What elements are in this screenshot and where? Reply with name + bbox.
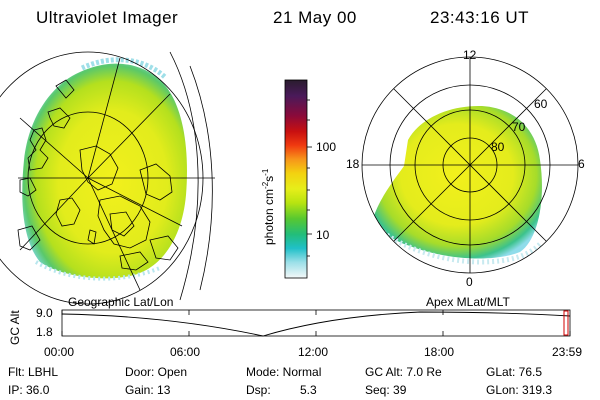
glat-info: GLat: 76.5 [486, 365, 543, 379]
altitude-xtick-1200: 12:00 [298, 345, 329, 359]
geo-grid [0, 51, 215, 305]
instrument-title: Ultraviolet Imager [36, 8, 179, 27]
colorbar-ticks [307, 99, 312, 257]
colorbar-tick-100: 100 [316, 140, 337, 154]
image-date: 21 May 00 [273, 8, 357, 27]
mlat-label-70: 70 [512, 120, 526, 134]
altitude-x-ticks [61, 310, 571, 336]
altitude-plot [61, 309, 571, 337]
altitude-ytick-max: 9.0 [36, 306, 53, 320]
geographic-image-panel [0, 51, 215, 305]
mlat-label-80: 80 [491, 140, 505, 154]
altitude-ylabel: GC Alt [8, 310, 22, 345]
left-image-fringe [80, 57, 168, 80]
apex-caption: Apex MLat/MLT [426, 295, 510, 309]
gc-alt-info: GC Alt: 7.0 Re [365, 365, 442, 379]
mode-info: Mode: Normal [246, 365, 322, 379]
dsp-label: Dsp: [246, 383, 271, 397]
colorbar-tick-10: 10 [316, 228, 330, 242]
colorbar-scale [284, 79, 308, 279]
altitude-ytick-min: 1.8 [36, 325, 53, 339]
polar-grid [361, 56, 579, 274]
altitude-xtick-2359: 23:59 [552, 345, 583, 359]
glon-info: GLon: 319.3 [486, 383, 553, 397]
dsp-value: 5.3 [300, 383, 317, 397]
altitude-curve [61, 311, 571, 337]
current-time-marker [563, 310, 569, 336]
altitude-xtick-1800: 18:00 [424, 345, 455, 359]
colorbar-units: photon cm-2s-1 [261, 168, 276, 245]
ip-info: IP: 36.0 [8, 383, 50, 397]
mlat-label-60: 60 [534, 97, 548, 111]
geographic-caption: Geographic Lat/Lon [68, 295, 174, 309]
filter-info: Flt: LBHL [8, 365, 59, 379]
mlt-label-6: 6 [578, 157, 585, 171]
mlt-label-18: 18 [346, 157, 360, 171]
mlt-label-0: 0 [466, 275, 473, 289]
altitude-xtick-0600: 06:00 [170, 345, 201, 359]
image-time: 23:43:16 UT [430, 8, 530, 27]
seq-info: Seq: 39 [365, 383, 407, 397]
door-info: Door: Open [125, 365, 188, 379]
altitude-xtick-0000: 00:00 [44, 345, 75, 359]
right-image-fringe [370, 220, 542, 265]
left-auroral-image [22, 63, 187, 279]
gain-info: Gain: 13 [125, 383, 171, 397]
mlt-label-12: 12 [463, 48, 477, 62]
apex-polar-panel [361, 56, 579, 274]
